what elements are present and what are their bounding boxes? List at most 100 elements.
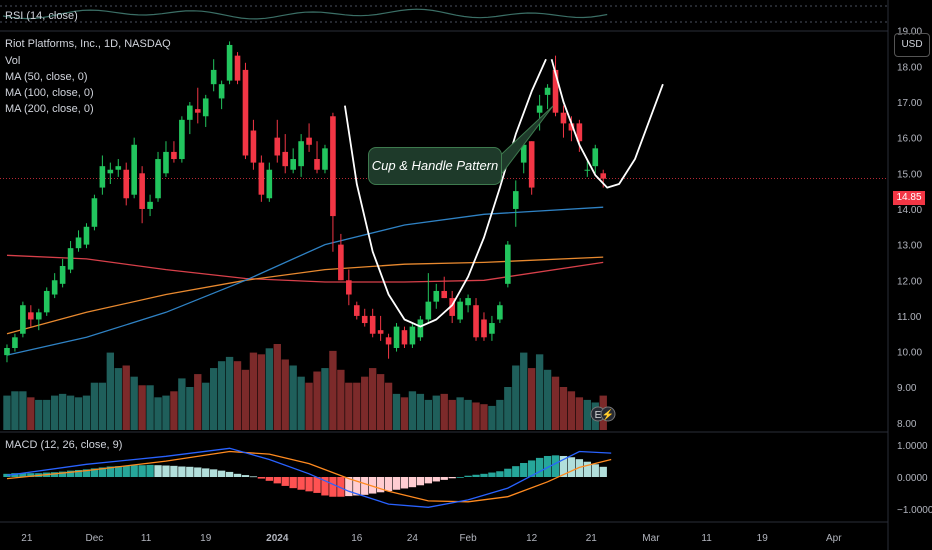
rsi-label[interactable]: RSI (14, close) (5, 10, 78, 22)
volume-bar (74, 397, 83, 430)
volume-bar (329, 350, 337, 430)
ma100-label[interactable]: MA (100, close, 0) (5, 87, 94, 99)
volume-bar (178, 378, 186, 430)
candle-body (393, 326, 400, 348)
volume-bar (162, 395, 170, 430)
macd-histogram-bar (535, 457, 544, 477)
macd-histogram-bar (210, 469, 218, 477)
candle-body (210, 69, 217, 85)
candle-body (202, 98, 209, 117)
macd-histogram-bar (305, 477, 313, 492)
candle-body (330, 116, 336, 217)
macd-histogram-bar (202, 468, 210, 477)
candle-body (473, 305, 479, 338)
volume-bar (472, 402, 480, 430)
macd-histogram-bar (567, 457, 576, 477)
price-tick-label: 18.00 (897, 62, 922, 73)
macd-histogram-bar (170, 465, 178, 477)
volume-bar (408, 391, 417, 430)
macd-histogram-bar (58, 471, 67, 477)
macd-histogram-bar (416, 477, 425, 486)
macd-histogram-bar (432, 477, 440, 482)
macd-histogram-bar (186, 466, 194, 477)
candle-body (115, 166, 122, 170)
candle-body (600, 173, 607, 179)
volume-bar (11, 391, 19, 430)
price-tick-label: 12.00 (897, 276, 922, 287)
price-tick-label: 17.00 (897, 98, 922, 109)
volume-bar (19, 391, 27, 430)
macd-histogram-bar (257, 477, 266, 479)
candle-body (512, 191, 519, 209)
candle-body (139, 173, 145, 209)
macd-histogram-bar (130, 465, 138, 477)
volume-bar (186, 387, 194, 430)
candle-body (489, 323, 495, 334)
cup-handle-annotation[interactable]: Cup & Handle Pattern (368, 147, 502, 185)
volume-bar (392, 393, 401, 430)
volume-bar (337, 369, 345, 430)
price-axis-ticks: 19.00 18.00 17.00 16.00 15.00 14.00 13.00 12.00… (897, 27, 922, 430)
volume-bar (114, 368, 122, 430)
macd-histogram-bar (138, 465, 146, 477)
ma50-line (6, 206, 604, 356)
macd-histogram-bar (464, 475, 472, 477)
currency-button[interactable]: USD (894, 33, 930, 57)
macd-histogram-bar (456, 477, 464, 478)
price-tick-label: 19.00 (897, 27, 922, 38)
macd-histogram-bar (448, 477, 456, 479)
macd-histogram-bar (528, 460, 536, 477)
volume-bars (3, 344, 607, 430)
candle-body (306, 137, 312, 145)
volume-bar (233, 361, 242, 430)
candle-body (552, 69, 559, 113)
candle-body (369, 315, 376, 334)
volume-bar (528, 368, 536, 430)
volume-bar (448, 399, 456, 430)
macd-histogram-bar (329, 477, 337, 497)
macd-histogram-bar (106, 466, 114, 477)
macd-histogram-bar (289, 477, 297, 489)
candle-body (481, 319, 487, 338)
time-tick-label: 12 (526, 533, 538, 544)
volume-bar (376, 374, 385, 430)
candle-body (377, 330, 384, 334)
ma50-label[interactable]: MA (50, close, 0) (5, 71, 88, 83)
candle-body (465, 298, 471, 306)
time-tick-label: 21 (586, 533, 598, 544)
candle-body (314, 159, 320, 170)
macd-label[interactable]: MACD (12, 26, close, 9) (5, 439, 123, 451)
candle-body (568, 123, 575, 131)
price-tick-label: 8.00 (897, 419, 917, 430)
volume-bar (170, 391, 178, 430)
macd-histogram-bar (146, 464, 154, 477)
symbol-title[interactable]: Riot Platforms, Inc., 1D, NASDAQ (5, 38, 171, 50)
macd-histogram-bar (19, 473, 27, 477)
candle-body (131, 144, 137, 195)
volume-bar (210, 368, 218, 430)
candle-body (163, 151, 169, 174)
volume-bar (66, 395, 75, 430)
candle-body (51, 280, 58, 295)
macd-histogram-bar (122, 465, 130, 477)
macd-histogram-bar (408, 477, 417, 488)
candle-body (401, 330, 408, 345)
volume-bar (361, 376, 369, 430)
macd-histogram-bar (353, 477, 361, 496)
candle-body (298, 141, 304, 167)
volume-bar (281, 359, 289, 430)
ma200-label[interactable]: MA (200, close, 0) (5, 103, 94, 115)
price-tick-label: 15.00 (897, 169, 922, 180)
volume-bar (58, 393, 67, 430)
candle-body (147, 201, 153, 209)
ma100-line (6, 256, 604, 335)
volume-bar (345, 382, 353, 430)
macd-tick-label: 0.0000 (897, 473, 928, 484)
macd-histogram-bar (384, 477, 393, 492)
time-tick-label: Apr (826, 533, 842, 544)
volume-bar (440, 393, 448, 430)
candle-body (242, 69, 249, 156)
volume-label[interactable]: Vol (5, 55, 21, 67)
